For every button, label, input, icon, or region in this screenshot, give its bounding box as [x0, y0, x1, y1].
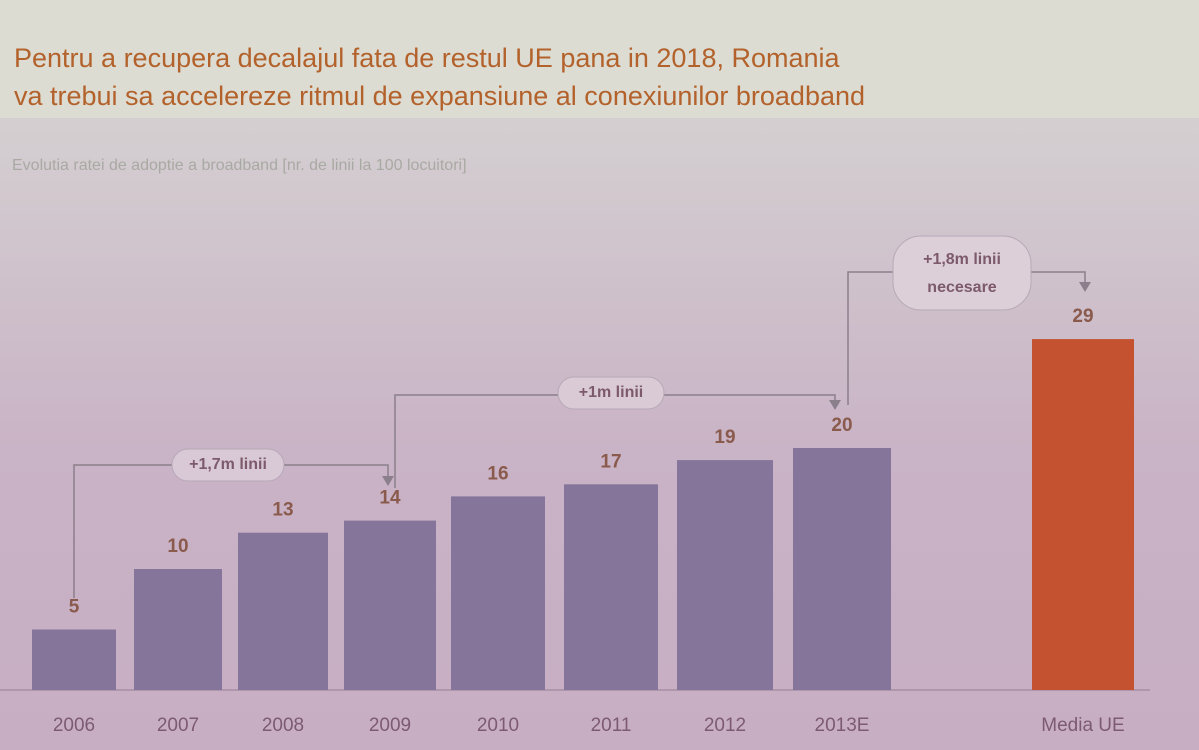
value-label: 29: [1072, 306, 1093, 327]
value-label: 10: [167, 536, 188, 557]
value-label: 17: [600, 451, 621, 472]
title-band: [0, 0, 1199, 118]
arrow: [1079, 282, 1091, 292]
x-tick-label: 2009: [369, 715, 411, 736]
annotation: necesare: [927, 279, 996, 296]
x-tick-label: 2008: [262, 715, 304, 736]
x-tick-label: 2007: [157, 715, 199, 736]
value-label: 13: [272, 500, 293, 521]
bar: [677, 460, 773, 690]
chart-subtitle: Evolutia ratei de adoptie a broadband [n…: [12, 157, 467, 174]
connector: [73, 464, 389, 598]
value-label: 20: [831, 415, 852, 436]
chart-title: va trebui sa accelereze ritmul de expans…: [14, 81, 865, 111]
chart-title: Pentru a recupera decalajul fata de rest…: [14, 43, 841, 73]
value-label: 14: [379, 488, 401, 509]
x-tick-label: 2013E: [815, 715, 870, 736]
bar: [32, 629, 116, 690]
value-label: 19: [714, 427, 735, 448]
x-tick-label: Media UE: [1041, 715, 1124, 736]
bar: [793, 448, 891, 690]
annotation-bubble: [171, 448, 285, 482]
arrow: [382, 476, 394, 486]
annotation: +1m linii: [579, 384, 643, 401]
arrow: [829, 400, 841, 410]
annotation: +1,8m linii: [923, 251, 1001, 268]
annotation: +1,7m linii: [189, 456, 267, 473]
bar: [134, 569, 222, 690]
annotation-bubble: [557, 376, 665, 410]
bar: [564, 484, 658, 690]
bar: [451, 496, 545, 690]
bar: [1032, 339, 1134, 690]
bar: [344, 520, 436, 690]
bar: [238, 532, 328, 690]
value-label: 5: [69, 597, 80, 618]
value-label: 16: [487, 463, 508, 484]
annotation-bubble: [892, 235, 1032, 311]
x-tick-label: 2011: [591, 715, 632, 736]
x-tick-label: 2012: [704, 715, 746, 736]
x-tick-label: 2010: [477, 715, 519, 736]
x-tick-label: 2006: [53, 715, 95, 736]
